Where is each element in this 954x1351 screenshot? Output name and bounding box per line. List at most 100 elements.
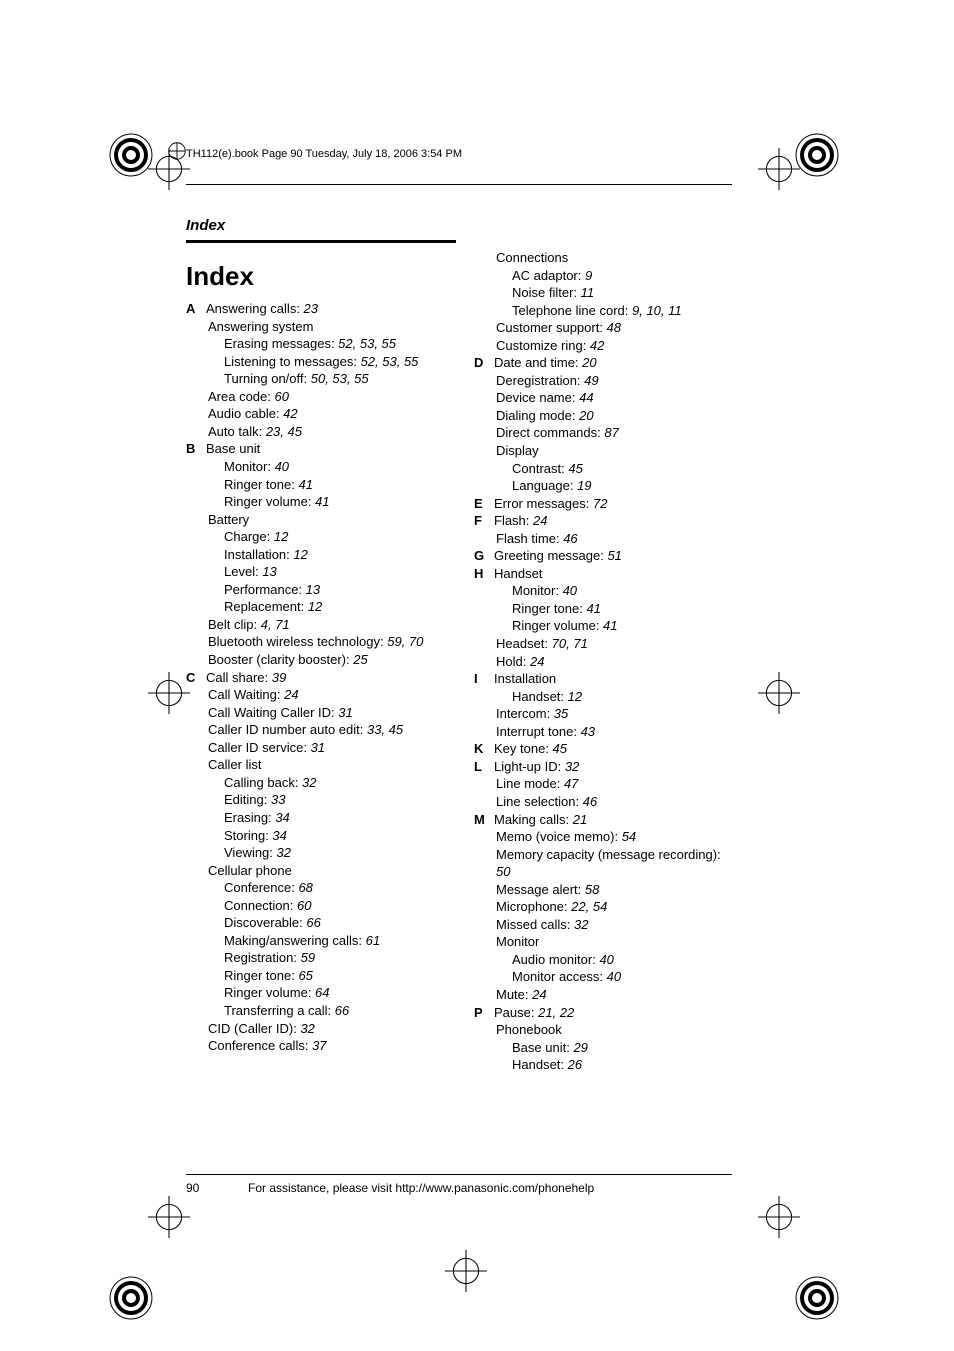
- index-letter: F: [474, 512, 494, 530]
- page-ref: 12: [308, 599, 322, 614]
- index-entry: Conference: 68: [224, 879, 444, 897]
- index-entry: KKey tone: 45: [474, 740, 732, 758]
- index-entry: Ringer tone: 41: [224, 476, 444, 494]
- page-ref: 46: [563, 531, 577, 546]
- page-ref: 11: [581, 285, 595, 300]
- index-entry: IInstallation: [474, 670, 732, 688]
- index-entry: Device name: 44: [496, 389, 732, 407]
- index-letter: E: [474, 495, 494, 513]
- index-entry: Line selection: 46: [496, 793, 732, 811]
- page-ref: 59, 70: [387, 634, 423, 649]
- index-column-right: ConnectionsAC adaptor: 9Noise filter: 11…: [474, 249, 732, 1074]
- index-entry: AAnswering calls: 23: [186, 300, 444, 318]
- page-ref: 24: [284, 687, 298, 702]
- page-ref: 40: [275, 459, 289, 474]
- page-ref: 54: [622, 829, 636, 844]
- index-entry: Bluetooth wireless technology: 59, 70: [208, 633, 444, 651]
- horizontal-rule: [186, 184, 732, 185]
- page-ref: 31: [311, 740, 325, 755]
- page-title: Index: [186, 259, 444, 294]
- page-ref: 51: [607, 548, 621, 563]
- index-entry: MMaking calls: 21: [474, 811, 732, 829]
- index-entry: LLight-up ID: 32: [474, 758, 732, 776]
- page-ref: 22, 54: [571, 899, 607, 914]
- index-entry: Charge: 12: [224, 528, 444, 546]
- page-ref: 13: [306, 582, 320, 597]
- registration-crosshair-icon: [148, 1196, 190, 1238]
- page-ref: 59: [301, 950, 315, 965]
- index-entry: Deregistration: 49: [496, 372, 732, 390]
- page-ref: 13: [262, 564, 276, 579]
- page-ref: 70, 71: [552, 636, 588, 651]
- index-entry: Handset: 12: [512, 688, 732, 706]
- index-entry: Erasing messages: 52, 53, 55: [224, 335, 444, 353]
- page-ref: 26: [568, 1057, 582, 1072]
- index-entry: Connections: [496, 249, 732, 267]
- index-entry: Customer support: 48: [496, 319, 732, 337]
- page-ref: 58: [585, 882, 599, 897]
- registration-crosshair-icon: [758, 672, 800, 714]
- index-entry: Interrupt tone: 43: [496, 723, 732, 741]
- index-entry: Replacement: 12: [224, 598, 444, 616]
- page-ref: 61: [366, 933, 380, 948]
- index-entry: Memo (voice memo): 54: [496, 828, 732, 846]
- page-ref: 37: [312, 1038, 326, 1053]
- index-entry: Erasing: 34: [224, 809, 444, 827]
- registration-crosshair-icon: [758, 1196, 800, 1238]
- index-entry: Conference calls: 37: [208, 1037, 444, 1055]
- index-entry: Listening to messages: 52, 53, 55: [224, 353, 444, 371]
- page-ref: 25: [353, 652, 367, 667]
- index-letter: M: [474, 811, 494, 829]
- registration-bullseye-icon: [794, 132, 840, 178]
- index-entry: Ringer tone: 65: [224, 967, 444, 985]
- index-text: Key tone: 45: [494, 740, 732, 758]
- index-letter: H: [474, 565, 494, 583]
- page-ref: 45: [553, 741, 567, 756]
- page-ref: 9, 10, 11: [632, 303, 682, 318]
- index-entry: GGreeting message: 51: [474, 547, 732, 565]
- index-entry: Display: [496, 442, 732, 460]
- page-ref: 50, 53, 55: [311, 371, 369, 386]
- index-text: Error messages: 72: [494, 495, 732, 513]
- index-text: Flash: 24: [494, 512, 732, 530]
- index-entry: FFlash: 24: [474, 512, 732, 530]
- index-entry: Registration: 59: [224, 949, 444, 967]
- page-ref: 29: [573, 1040, 587, 1055]
- index-entry: Storing: 34: [224, 827, 444, 845]
- page-number: 90: [186, 1181, 244, 1195]
- page-ref: 40: [599, 952, 613, 967]
- page-ref: 66: [335, 1003, 349, 1018]
- page-ref: 87: [604, 425, 618, 440]
- page-ref: 19: [577, 478, 591, 493]
- index-entry: Caller ID number auto edit: 33, 45: [208, 721, 444, 739]
- registration-crosshair-icon: [148, 672, 190, 714]
- page-ref: 32: [565, 759, 579, 774]
- registration-crosshair-icon: [445, 1250, 487, 1292]
- page-ref: 60: [275, 389, 289, 404]
- page-ref: 12: [568, 689, 582, 704]
- page-ref: 4, 71: [261, 617, 290, 632]
- index-entry: PPause: 21, 22: [474, 1004, 732, 1022]
- page-ref: 33, 45: [367, 722, 403, 737]
- page-ref: 12: [293, 547, 307, 562]
- page-ref: 40: [563, 583, 577, 598]
- index-entry: Ringer tone: 41: [512, 600, 732, 618]
- index-column-left: Index AAnswering calls: 23Answering syst…: [186, 249, 444, 1074]
- page-ref: 52, 53, 55: [361, 354, 419, 369]
- index-entry: Monitor: [496, 933, 732, 951]
- index-entry: Hold: 24: [496, 653, 732, 671]
- page-ref: 33: [271, 792, 285, 807]
- page-ref: 46: [583, 794, 597, 809]
- index-entry: Performance: 13: [224, 581, 444, 599]
- page-ref: 35: [554, 706, 568, 721]
- page-ref: 24: [533, 513, 547, 528]
- index-entry: Monitor: 40: [512, 582, 732, 600]
- page-ref: 60: [297, 898, 311, 913]
- section-title: Index: [186, 217, 732, 234]
- index-entry: Handset: 26: [512, 1056, 732, 1074]
- index-entry: Calling back: 32: [224, 774, 444, 792]
- index-entry: Contrast: 45: [512, 460, 732, 478]
- index-entry: Turning on/off: 50, 53, 55: [224, 370, 444, 388]
- page-ref: 41: [603, 618, 617, 633]
- index-text: Greeting message: 51: [494, 547, 732, 565]
